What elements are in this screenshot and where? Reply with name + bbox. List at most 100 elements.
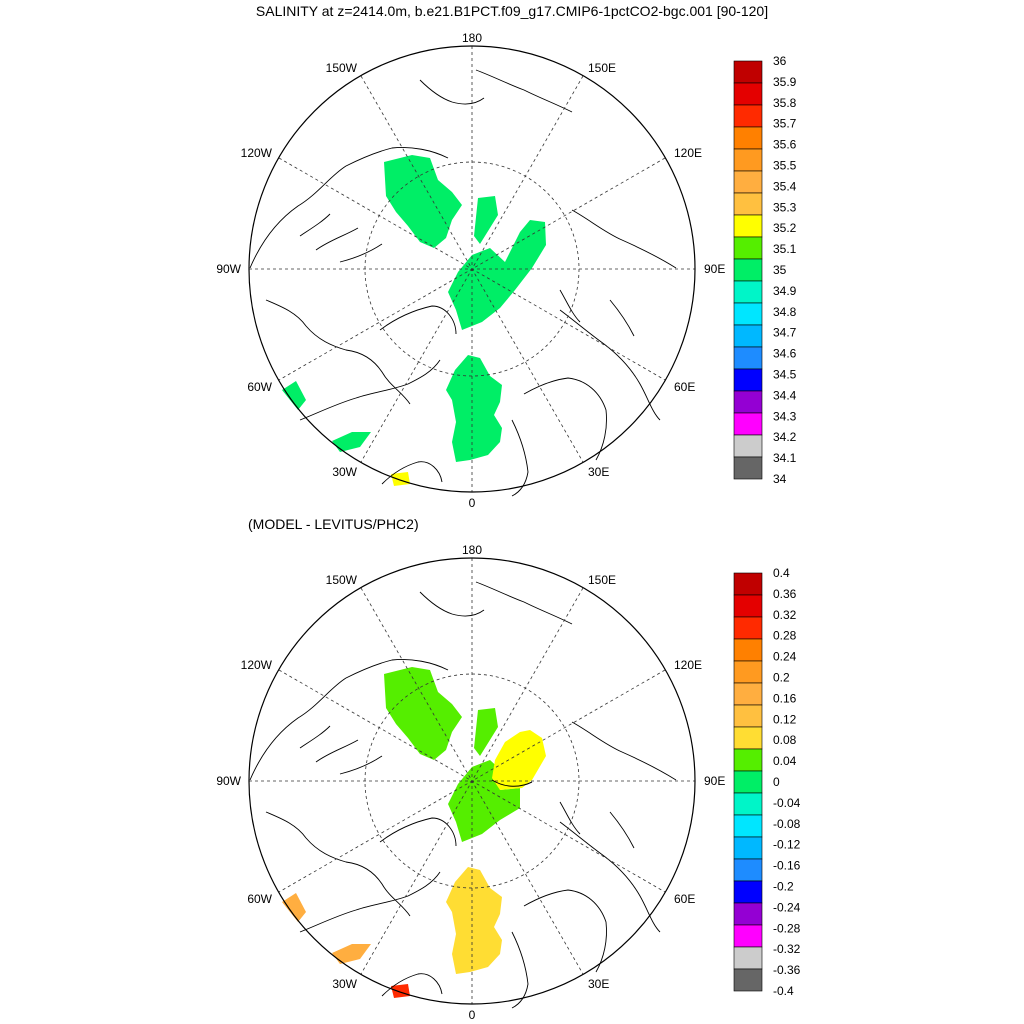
bottom-colorbar-swatch bbox=[733, 968, 763, 992]
top-label-150w: 150W bbox=[326, 61, 358, 75]
top-colorbar-swatch bbox=[733, 82, 763, 106]
top-colorbar-swatch bbox=[733, 170, 763, 194]
top-label-30w: 30W bbox=[332, 465, 357, 479]
bottom-colorbar-swatch bbox=[733, 704, 763, 728]
bottom-colorbar-label: 0.36 bbox=[773, 587, 797, 601]
diff-region-iceland bbox=[332, 944, 371, 964]
bottom-colorbar-label: 0.16 bbox=[773, 691, 797, 705]
bottom-colorbar-swatch bbox=[733, 660, 763, 684]
bottom-label-90w: 90W bbox=[216, 774, 241, 788]
bottom-colorbar-label: -0.16 bbox=[773, 859, 801, 873]
top-colorbar-swatch bbox=[733, 192, 763, 216]
top-plot-title: SALINITY at z=2414.0m, b.e21.B1PCT.f09_g… bbox=[255, 3, 769, 19]
top-colorbar-swatch bbox=[733, 456, 763, 480]
diff-region-lomonosov-positive bbox=[492, 730, 546, 790]
bottom-colorbar-swatch bbox=[733, 616, 763, 640]
top-label-180: 180 bbox=[462, 31, 482, 45]
top-colorbar-label: 35.2 bbox=[773, 221, 797, 235]
bottom-colorbar: 0.4 0.36 0.32 0.28 0.24 0.2 0.16 0.12 0.08 0.04 0 -… bbox=[733, 566, 801, 998]
top-colorbar-swatch bbox=[733, 214, 763, 238]
top-label-30e: 30E bbox=[588, 465, 609, 479]
bottom-label-180: 180 bbox=[462, 543, 482, 557]
bottom-colorbar-label: -0.4 bbox=[773, 984, 794, 998]
diff-region-north-atlantic bbox=[391, 984, 410, 998]
top-label-120w: 120W bbox=[241, 146, 273, 160]
bottom-colorbar-label: 0.4 bbox=[773, 566, 790, 580]
top-map-border bbox=[248, 45, 696, 493]
top-label-0: 0 bbox=[469, 496, 476, 510]
top-colorbar-label: 34.2 bbox=[773, 430, 797, 444]
bottom-colorbar-label: 0.32 bbox=[773, 608, 797, 622]
salinity-region-canada-basin bbox=[384, 155, 462, 248]
bottom-colorbar-swatch bbox=[733, 902, 763, 926]
bottom-polar-map: 180 0 90W 90E 150W 150E 120W 120E 60W 60… bbox=[216, 543, 725, 1022]
bottom-colorbar-label: -0.24 bbox=[773, 900, 801, 914]
bottom-colorbar-label: -0.12 bbox=[773, 838, 801, 852]
bottom-colorbar-label: 0.04 bbox=[773, 754, 797, 768]
top-colorbar-label: 35.1 bbox=[773, 242, 797, 256]
top-colorbar-label: 35.6 bbox=[773, 138, 797, 152]
top-colorbar-label: 35.7 bbox=[773, 117, 797, 131]
bottom-colorbar-label: -0.28 bbox=[773, 921, 801, 935]
bottom-label-120e: 120E bbox=[674, 658, 702, 672]
bottom-label-30e: 30E bbox=[588, 977, 609, 991]
bottom-colorbar-swatch bbox=[733, 814, 763, 838]
bottom-label-90e: 90E bbox=[704, 774, 725, 788]
top-colorbar-swatch bbox=[733, 104, 763, 128]
top-colorbar-label: 34.3 bbox=[773, 409, 797, 423]
diff-region-canada-basin bbox=[384, 667, 462, 760]
diff-region-labrador bbox=[282, 893, 306, 922]
bottom-colorbar-label: 0.2 bbox=[773, 671, 790, 685]
salinity-region-eurasian-basin bbox=[446, 355, 502, 462]
top-colorbar-label: 35.5 bbox=[773, 159, 797, 173]
bottom-colorbar-label: -0.36 bbox=[773, 963, 801, 977]
top-colorbar-swatch bbox=[733, 236, 763, 260]
top-colorbar-swatch bbox=[733, 412, 763, 436]
top-colorbar-label: 34.9 bbox=[773, 284, 797, 298]
bottom-colorbar-swatch bbox=[733, 638, 763, 662]
bottom-colorbar-label: 0.12 bbox=[773, 712, 797, 726]
top-colorbar-label: 36 bbox=[773, 54, 787, 68]
top-colorbar: 36 35.9 35.8 35.7 35.6 35.5 35.4 35.3 35.2 35.1 35… bbox=[733, 54, 797, 486]
bottom-colorbar-label: 0.28 bbox=[773, 629, 797, 643]
bottom-graticule bbox=[249, 558, 695, 1004]
salinity-region-iceland bbox=[332, 432, 371, 452]
bottom-label-120w: 120W bbox=[241, 658, 273, 672]
top-colorbar-swatch bbox=[733, 258, 763, 282]
bottom-coastlines bbox=[249, 581, 677, 1009]
bottom-colorbar-swatch bbox=[733, 858, 763, 882]
bottom-plot-title: (MODEL - LEVITUS/PHC2) bbox=[248, 516, 419, 532]
top-colorbar-label: 35 bbox=[773, 263, 787, 277]
bottom-colorbar-label: 0.24 bbox=[773, 650, 797, 664]
top-colorbar-label: 35.9 bbox=[773, 75, 797, 89]
diff-region-eurasian-basin bbox=[446, 867, 502, 974]
top-colorbar-swatch bbox=[733, 324, 763, 348]
salinity-region-labrador bbox=[282, 381, 306, 410]
top-label-90w: 90W bbox=[216, 262, 241, 276]
bottom-colorbar-swatch bbox=[733, 836, 763, 860]
top-colorbar-swatch bbox=[733, 368, 763, 392]
bottom-colorbar-swatch bbox=[733, 594, 763, 618]
top-colorbar-label: 34 bbox=[773, 472, 787, 486]
top-colorbar-label: 35.4 bbox=[773, 179, 797, 193]
salinity-region-north-atlantic bbox=[391, 472, 410, 486]
top-colorbar-label: 34.8 bbox=[773, 305, 797, 319]
bottom-label-0: 0 bbox=[469, 1008, 476, 1022]
bottom-colorbar-label: -0.08 bbox=[773, 817, 801, 831]
bottom-label-60w: 60W bbox=[247, 892, 272, 906]
top-colorbar-label: 34.5 bbox=[773, 368, 797, 382]
bottom-colorbar-label: 0 bbox=[773, 775, 780, 789]
top-label-150e: 150E bbox=[588, 61, 616, 75]
diff-region-central-arctic bbox=[448, 708, 522, 842]
top-colorbar-swatch bbox=[733, 346, 763, 370]
top-label-60e: 60E bbox=[674, 380, 695, 394]
top-colorbar-label: 35.8 bbox=[773, 96, 797, 110]
bottom-map-border bbox=[248, 557, 696, 1005]
top-colorbar-label: 34.6 bbox=[773, 347, 797, 361]
bottom-colorbar-swatch bbox=[733, 726, 763, 750]
top-colorbar-label: 35.3 bbox=[773, 200, 797, 214]
bottom-colorbar-swatch bbox=[733, 880, 763, 904]
bottom-label-150e: 150E bbox=[588, 573, 616, 587]
bottom-colorbar-swatch bbox=[733, 946, 763, 970]
